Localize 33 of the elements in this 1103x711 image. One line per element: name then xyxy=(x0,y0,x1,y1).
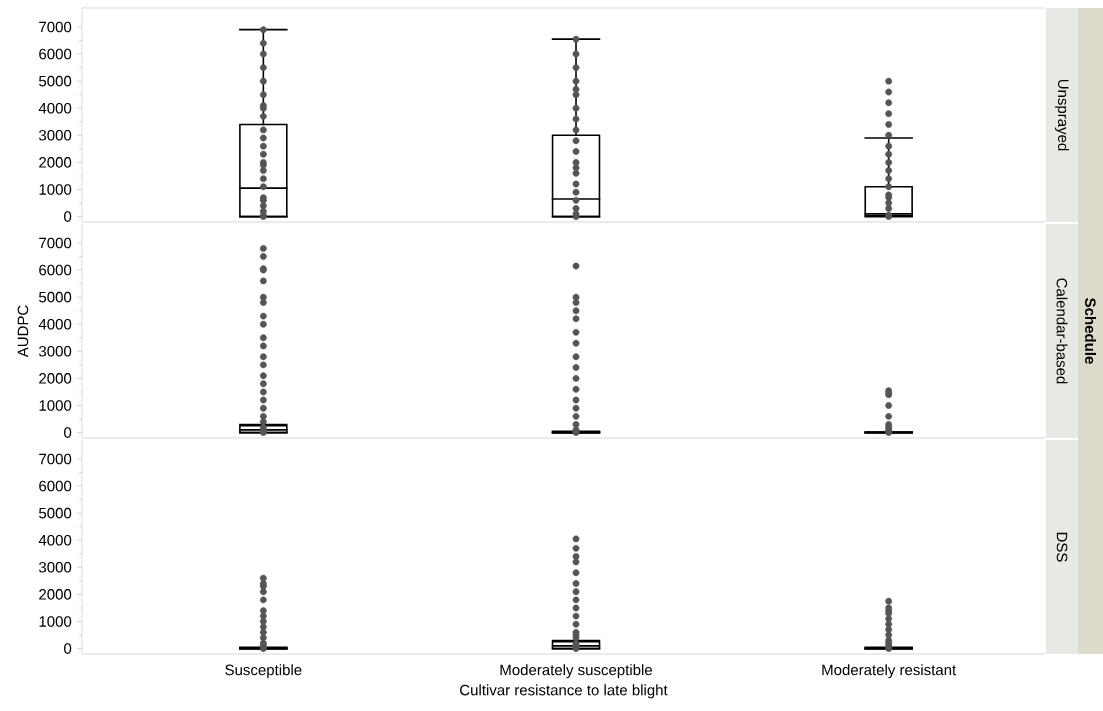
y-tick-label: 1000 xyxy=(39,400,72,411)
y-tick-label: 5000 xyxy=(39,507,72,519)
y-tick-label: 2000 xyxy=(39,589,72,600)
y-tick-label: 6000 xyxy=(39,48,72,60)
y-tick-label: 6000 xyxy=(39,264,72,276)
y-tick-label: 5000 xyxy=(39,291,72,303)
y-tick-label: 7000 xyxy=(39,237,72,249)
x-tick-label: Susceptible xyxy=(225,664,302,679)
x-tick-label: Moderately resistant xyxy=(822,664,957,679)
y-tick-label: 3000 xyxy=(39,130,72,141)
y-tick-label: 2000 xyxy=(39,373,72,384)
y2-axis-title: Unsprayed xyxy=(1055,79,1070,151)
y-tick-label: 4000 xyxy=(38,534,72,546)
y-tick-label: 1000 xyxy=(39,616,72,627)
y-axis-title: AUDPC xyxy=(17,305,29,358)
y-tick-label: 7000 xyxy=(39,21,72,33)
y-tick-label: 7000 xyxy=(39,453,72,465)
y2-axis-title: Calendar-based xyxy=(1056,278,1068,384)
y-tick-label: 4000 xyxy=(38,102,72,114)
x-axis-title: Cultivar resistance to late blight xyxy=(460,684,668,699)
y2-axis-title: DSS xyxy=(1056,532,1068,562)
y-tick-label: 4000 xyxy=(38,318,72,330)
y-tick-label: 2000 xyxy=(39,157,72,168)
y-tick-label: 0 xyxy=(64,211,72,222)
y-tick-label: 6000 xyxy=(39,480,72,492)
y-tick-label: 3000 xyxy=(39,562,72,573)
y-tick-label: 0 xyxy=(64,643,72,654)
y-tick-label: 1000 xyxy=(39,184,72,195)
y-tick-label: 3000 xyxy=(39,346,72,357)
text: Schedule xyxy=(1085,298,1097,364)
y-tick-label: 0 xyxy=(64,427,72,438)
x-tick-label: Moderately susceptible xyxy=(500,664,653,679)
y-tick-label: 5000 xyxy=(39,75,72,87)
